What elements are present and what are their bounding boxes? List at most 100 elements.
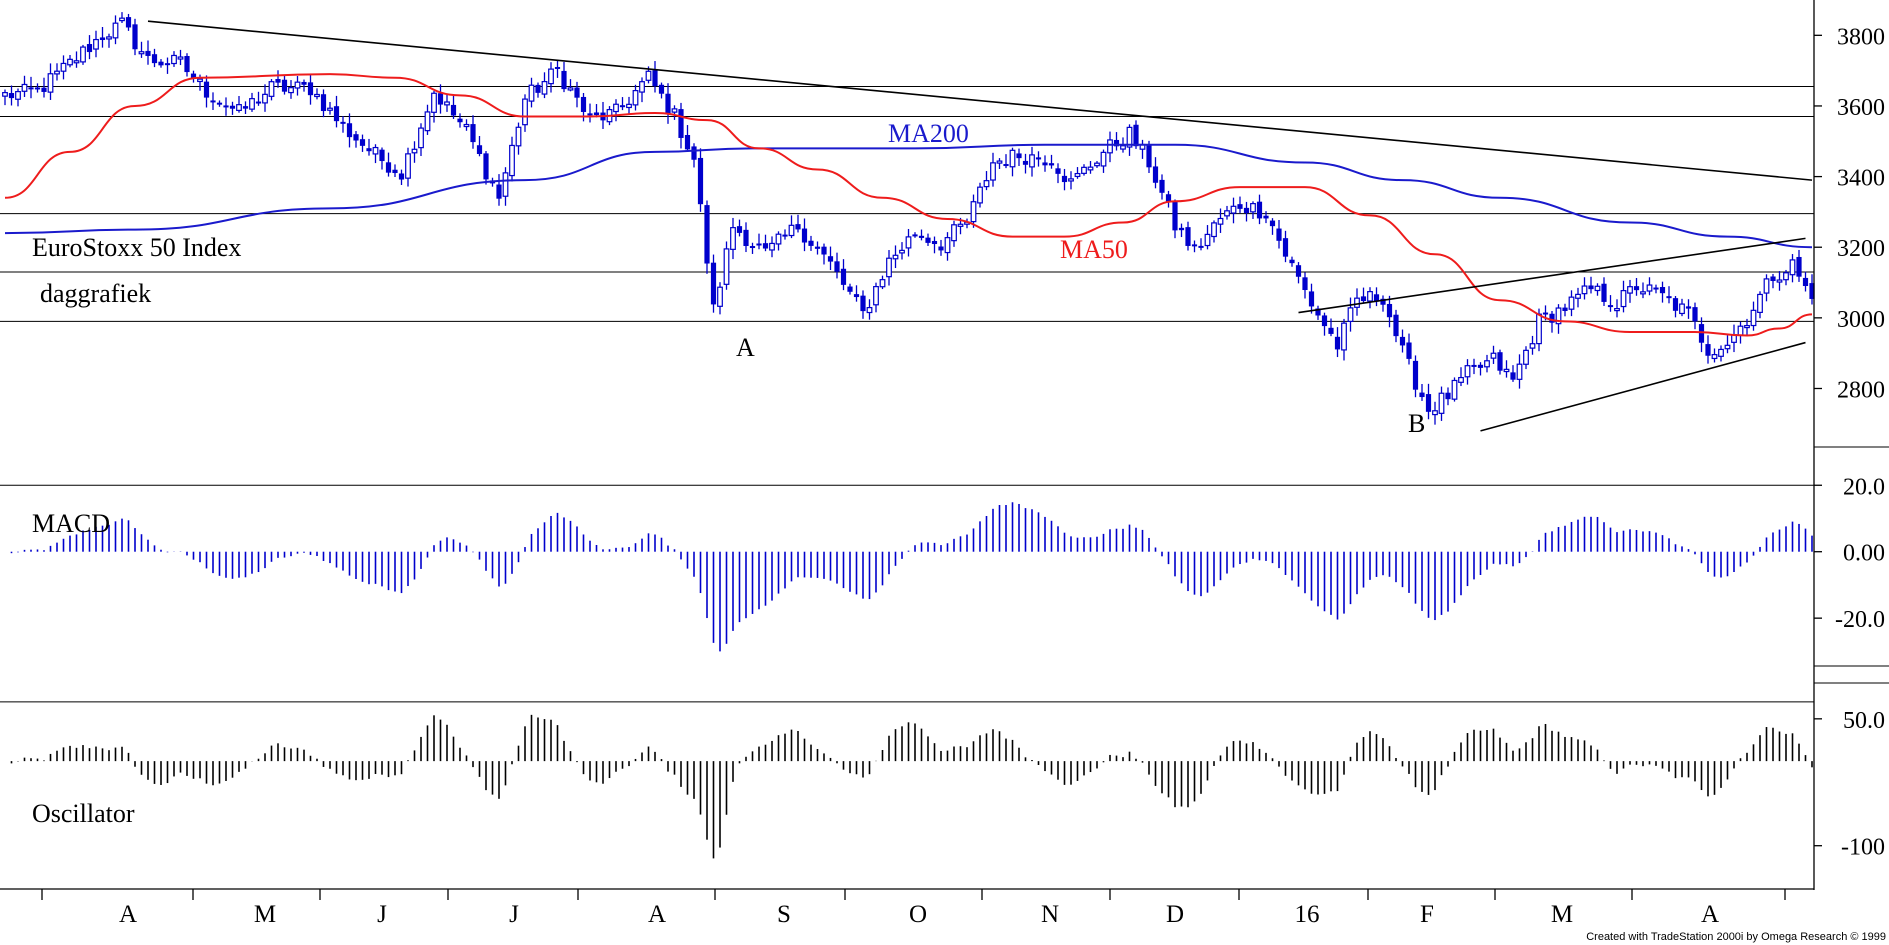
candle-body-down — [678, 109, 684, 138]
candle — [106, 33, 112, 48]
candle — [671, 105, 678, 120]
price-y-tick-label: 3400 — [1837, 166, 1885, 192]
candle — [1575, 287, 1581, 308]
candle-body-down — [1380, 298, 1386, 305]
candle — [431, 90, 437, 123]
candle-body-down — [392, 169, 398, 174]
candle-body-up — [639, 81, 645, 93]
candle-body-down — [1159, 179, 1165, 193]
candle-body-down — [593, 112, 600, 116]
candle-body-up — [996, 160, 1003, 164]
candle — [944, 232, 951, 261]
candle — [288, 80, 294, 99]
channel-lower — [1480, 341, 1806, 432]
candle — [1107, 131, 1113, 163]
horizontal-levels — [0, 86, 1814, 322]
macd-panel-title: MACD — [32, 509, 110, 538]
candle — [1198, 238, 1204, 251]
candle-body-down — [385, 162, 392, 173]
candle — [346, 113, 353, 148]
candle — [1354, 288, 1360, 316]
candle-body-down — [1308, 291, 1315, 307]
candle-body-down — [1302, 277, 1308, 291]
candle-body-down — [255, 101, 262, 104]
candle — [548, 62, 554, 93]
candle-body-down — [1601, 283, 1607, 302]
candle — [886, 250, 892, 286]
candle-body-up — [1451, 379, 1458, 400]
candle-body-down — [580, 96, 587, 112]
candle — [457, 113, 463, 128]
candle — [1419, 384, 1425, 401]
candle-body-down — [476, 145, 483, 154]
candle-body-down — [1796, 256, 1802, 277]
candle-body-down — [1659, 287, 1666, 294]
candle-body-up — [1490, 352, 1497, 359]
candle-body-up — [951, 224, 957, 242]
candle — [1802, 271, 1809, 292]
candle — [1217, 208, 1224, 233]
candle-body-down — [834, 261, 840, 272]
candle — [996, 158, 1003, 169]
candle-body-down — [86, 44, 93, 53]
candle-body-down — [8, 93, 15, 99]
candle — [847, 283, 853, 295]
candle-body-up — [93, 38, 99, 50]
candle — [450, 94, 457, 119]
candle-body-down — [1549, 313, 1555, 323]
candle — [418, 123, 424, 157]
candle-body-up — [1009, 149, 1016, 168]
candle — [385, 152, 392, 177]
candle — [593, 104, 600, 118]
candle-body-up — [2, 92, 8, 97]
annotation-a: A — [736, 333, 755, 362]
candle-body-down — [1282, 238, 1289, 257]
candle — [1601, 277, 1607, 306]
candle-body-down — [1393, 314, 1399, 337]
candle — [1451, 377, 1458, 402]
candle — [164, 57, 171, 74]
candle — [470, 115, 476, 149]
candle — [1360, 287, 1367, 304]
candle — [1341, 318, 1347, 361]
candle-body-up — [1503, 368, 1510, 373]
candle — [132, 18, 138, 56]
candle — [86, 35, 93, 60]
candle-body-up — [1627, 286, 1633, 294]
candle — [340, 116, 346, 133]
price-y-tick-label: 3200 — [1837, 236, 1885, 262]
candle — [652, 61, 658, 93]
candle — [1698, 317, 1705, 353]
candle — [1230, 197, 1237, 224]
candle — [912, 232, 918, 238]
candle-body-up — [444, 101, 450, 106]
candle — [1796, 249, 1802, 282]
candle — [554, 59, 561, 78]
candle-body-down — [860, 295, 866, 312]
candle — [1399, 329, 1406, 353]
candle-body-up — [1087, 166, 1094, 171]
candle-body-up — [1646, 284, 1653, 292]
candle-body-up — [1074, 172, 1081, 178]
candle — [509, 136, 515, 182]
candle — [1263, 211, 1269, 224]
candle-body-up — [1568, 296, 1575, 310]
candle-body-down — [346, 123, 353, 138]
candle — [359, 134, 366, 152]
candle — [34, 83, 41, 93]
candle — [21, 75, 28, 97]
macd-y-tick-label: 0.00 — [1843, 541, 1885, 567]
candle — [216, 100, 223, 107]
candle — [840, 259, 847, 291]
candle-body-up — [1367, 291, 1373, 302]
candle — [476, 135, 483, 157]
candle-body-up — [1763, 278, 1770, 294]
candle — [158, 59, 164, 68]
candle-body-up — [990, 162, 996, 181]
candle-body-up — [67, 58, 73, 66]
candle-body-down — [145, 50, 151, 56]
candle-body-up — [528, 84, 535, 102]
candle-body-up — [73, 60, 80, 64]
candle-body-down — [190, 73, 197, 79]
candle — [249, 92, 255, 112]
